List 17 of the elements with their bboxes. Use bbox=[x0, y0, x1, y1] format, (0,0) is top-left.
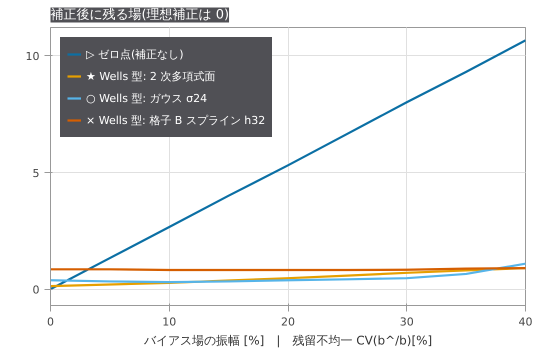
legend-label: ★ Wells 型: 2 次多項式面 bbox=[86, 68, 216, 84]
y-tick-label: 0 bbox=[32, 284, 40, 297]
chart-title: 補正後に残る場(理想補正は 0) bbox=[50, 8, 230, 22]
legend-label: × Wells 型: 格子 B スプライン h32 bbox=[86, 112, 266, 128]
y-tick-label: 10 bbox=[26, 50, 40, 64]
x-tick-label: 20 bbox=[281, 316, 295, 328]
x-tick-label: 0 bbox=[47, 316, 54, 328]
line-series bbox=[50, 39, 526, 290]
line-series bbox=[50, 267, 526, 288]
x-tick-label: 40 bbox=[518, 316, 532, 328]
x-axis-title: バイアス場の振幅 [%] | 残留不均一 CV(b^/b)[%] bbox=[142, 334, 432, 348]
line-series bbox=[50, 262, 526, 284]
legend-label: ▷ ゼロ点(補正なし) bbox=[86, 46, 184, 62]
y-tick-label: 5 bbox=[32, 166, 40, 180]
legend-label: ○ Wells 型: ガウス σ24 bbox=[86, 90, 208, 106]
x-tick-label: 10 bbox=[162, 316, 176, 328]
x-tick-label: 30 bbox=[400, 316, 414, 328]
